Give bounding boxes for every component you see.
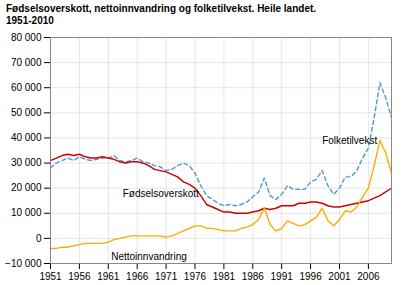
svg-text:60 000: 60 000 — [11, 82, 42, 93]
html-text:Fødselsoverskott, nettoinnvand: Fødselsoverskott, nettoinnvandring og fo… — [6, 3, 317, 14]
svg-text:10 000: 10 000 — [11, 207, 42, 218]
svg-text:2001: 2001 — [328, 271, 351, 282]
svg-text:0: 0 — [36, 233, 42, 244]
svg-text:1951: 1951 — [39, 271, 62, 282]
svg-text:70 000: 70 000 — [11, 57, 42, 68]
svg-text:1961: 1961 — [97, 271, 120, 282]
svg-text:2006: 2006 — [357, 271, 380, 282]
html-text:1951-2010: 1951-2010 — [6, 15, 54, 26]
svg-text:Nettoinnvandring: Nettoinnvandring — [111, 251, 187, 262]
svg-text:1976: 1976 — [184, 271, 207, 282]
svg-text:1981: 1981 — [213, 271, 236, 282]
svg-text:1956: 1956 — [68, 271, 91, 282]
svg-text:1966: 1966 — [126, 271, 149, 282]
svg-text:−10 000: −10 000 — [5, 258, 42, 269]
svg-text:1996: 1996 — [299, 271, 322, 282]
svg-text:50 000: 50 000 — [11, 107, 42, 118]
svg-text:1986: 1986 — [242, 271, 265, 282]
svg-text:30 000: 30 000 — [11, 157, 42, 168]
svg-text:1971: 1971 — [155, 271, 178, 282]
svg-text:1991: 1991 — [271, 271, 294, 282]
svg-text:Folketilvekst: Folketilvekst — [322, 135, 377, 146]
svg-text:Fødselsoverskott: Fødselsoverskott — [123, 188, 199, 199]
svg-text:80 000: 80 000 — [11, 32, 42, 43]
svg-text:20 000: 20 000 — [11, 182, 42, 193]
svg-text:40 000: 40 000 — [11, 132, 42, 143]
